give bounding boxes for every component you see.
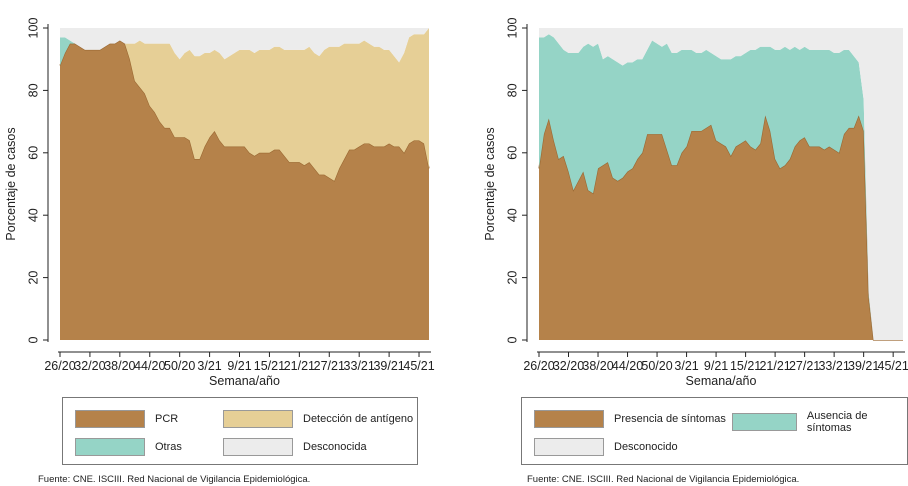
series-area-presencia-de-sintomas [539,115,903,340]
legend-swatch [534,438,604,456]
chart-panel-symptoms: 0 20 40 60 80 100 26/20 32/20 38/20 44/20 50/20 3/2… [454,0,908,486]
legend-item-antigen: Detección de antígeno [223,410,413,428]
x-tick-label: 9/21 [704,359,728,373]
source-note: Fuente: CNE. ISCIII. Red Nacional de Vig… [38,474,311,485]
x-tick-label: 9/21 [227,359,251,373]
x-tick-label: 21/21 [284,359,315,373]
legend-swatch [732,413,797,431]
x-tick-label: 33/21 [344,359,375,373]
chart-panel-diagnostic: 0 20 40 60 80 100 26/20 32/20 38/20 44/20 50/20 3/2… [4,18,435,485]
x-tick-label: 50/20 [641,359,672,373]
x-tick-label: 44/20 [134,359,165,373]
x-tick-label: 3/21 [674,359,698,373]
legend-swatch [75,410,145,428]
x-tick-label: 3/21 [197,359,221,373]
x-tick-label: 26/20 [523,359,554,373]
x-tick-label: 38/20 [582,359,613,373]
legend-item-otras: Otras [75,438,182,456]
x-tick-label: 33/21 [818,359,849,373]
legend-item-pcr: PCR [75,410,178,428]
legend-swatch [223,438,293,456]
y-tick-label: 100 [26,18,40,39]
legend-swatch [75,438,145,456]
x-tick-label: 26/20 [44,359,75,373]
x-tick-label: 27/21 [789,359,820,373]
x-tick-label: 38/20 [104,359,135,373]
y-tick-label: 20 [505,271,519,285]
y-tick-label: 0 [505,336,519,343]
y-tick-label: 100 [505,18,519,39]
y-tick-label: 80 [505,83,519,97]
legend-label: Ausencia de síntomas [806,410,868,434]
y-tick-label: 0 [26,336,40,343]
y-tick-label: 60 [505,146,519,160]
legend-label: Desconocido [614,441,678,453]
source-note: Fuente: CNE. ISCIII. Red Nacional de Vig… [527,474,800,485]
series-area-desconocido [539,28,903,340]
x-tick-label: 50/20 [164,359,195,373]
series-area-pcr [60,40,429,340]
legend-label: Desconocida [303,441,367,453]
x-tick-label: 45/21 [878,359,908,373]
legend-item-ausencia: Ausencia de síntomas [732,410,907,434]
legend-swatch [223,410,293,428]
series-area-ausencia-de-sintomas [539,34,903,341]
legend-swatch [534,410,604,428]
series-group [538,28,903,341]
series-group [59,28,430,340]
x-tick-label: 15/21 [730,359,761,373]
x-axis-title: Semana/año [686,374,757,388]
y-tick-label: 20 [26,271,40,285]
legend-item-desconocido: Desconocido [534,438,678,456]
y-tick-label: 60 [26,146,40,160]
x-tick-label: 15/21 [254,359,285,373]
x-tick-label: 44/20 [612,359,643,373]
x-tick-label: 32/20 [553,359,584,373]
x-tick-label: 32/20 [74,359,105,373]
x-tick-label: 39/21 [373,359,404,373]
x-tick-label: 21/21 [759,359,790,373]
legend-item-desconocida: Desconocida [223,438,367,456]
legend-label: Otras [155,441,182,453]
x-tick-label: 45/21 [403,359,434,373]
y-tick-label: 80 [26,83,40,97]
x-tick-label: 27/21 [314,359,345,373]
series-area-deteccion-de-antigeno [60,28,429,181]
series-area-desconocida [60,28,429,63]
y-tick-label: 40 [26,208,40,222]
legend-label: PCR [155,413,179,425]
y-axis-title: Porcentaje de casos [483,127,497,240]
x-axis-title: Semana/año [209,374,280,388]
y-axis-title: Porcentaje de casos [4,127,18,240]
chart-legend: Presencia de síntomas Ausencia de síntom… [521,397,908,465]
legend-label: Detección de antígeno [303,413,414,425]
legend-label: Presencia de síntomas [614,413,726,425]
y-tick-label: 40 [505,208,519,222]
legend-item-presencia: Presencia de síntomas [534,410,726,428]
chart-legend: PCR Detección de antígeno Otras Desconoc… [62,397,418,465]
x-tick-label: 39/21 [848,359,879,373]
